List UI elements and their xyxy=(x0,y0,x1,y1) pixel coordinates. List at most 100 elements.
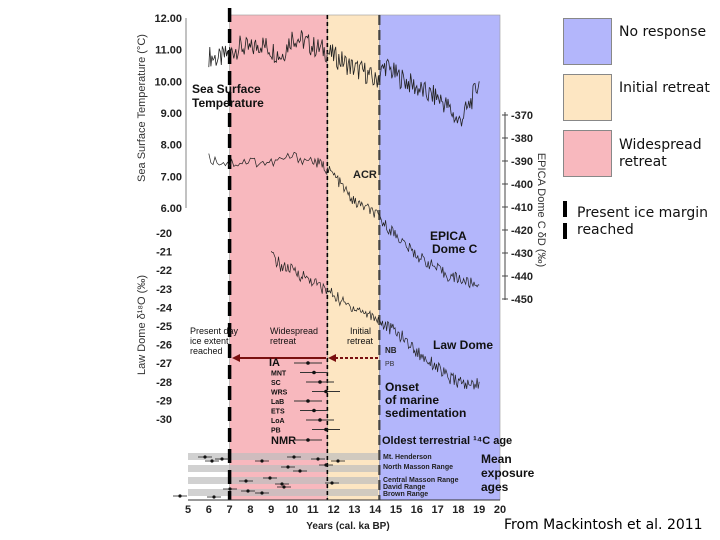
x-tick-8: 13 xyxy=(348,504,360,516)
annot-present-day-2: ice extent xyxy=(190,336,229,346)
annot-widespread-2: retreat xyxy=(270,336,297,346)
exposure-point-12 xyxy=(280,482,284,486)
annot-initial-1: Initial xyxy=(350,326,371,336)
legend-swatch-no-response xyxy=(563,18,612,65)
annot-acr: ACR xyxy=(353,169,377,181)
exposure-point-15 xyxy=(260,491,264,495)
x-tick-1: 6 xyxy=(206,504,212,516)
exposure-site-4: Brown Range xyxy=(383,491,428,498)
annot-mean-1: Mean xyxy=(481,452,512,466)
exposure-site-3: David Range xyxy=(383,484,426,491)
age-point-4 xyxy=(306,399,310,403)
lawdome-tick-7: -27 xyxy=(156,358,172,370)
x-axis-label: Years (cal. ka BP) xyxy=(306,521,389,532)
x-tick-15: 20 xyxy=(494,504,506,516)
lawdome-tick-0: -20 xyxy=(156,228,172,240)
x-tick-0: 5 xyxy=(185,504,191,516)
x-tick-2: 7 xyxy=(227,504,233,516)
epica-tick-1: -380 xyxy=(511,133,533,145)
epica-tick-3: -400 xyxy=(511,179,533,191)
x-tick-11: 16 xyxy=(411,504,423,516)
lawdome-tick-3: -23 xyxy=(156,284,172,296)
annot-epica-line1: EPICA xyxy=(430,229,467,243)
age-point-8 xyxy=(306,438,310,442)
age-band-2 xyxy=(188,477,378,484)
exposure-site-2: Central Masson Range xyxy=(383,477,459,484)
series-line-0 xyxy=(208,30,480,127)
lawdome-tick-2: -22 xyxy=(156,265,172,277)
annot-sst-line1: Sea Surface xyxy=(192,82,261,96)
age-point-5 xyxy=(312,408,316,413)
annot-lawdome: Law Dome xyxy=(433,338,493,352)
age-point-6 xyxy=(318,418,322,422)
epica-axis-label: EPICA Dome C δD (‰) xyxy=(535,153,547,267)
exposure-point-16 xyxy=(282,485,286,489)
legend-swatch-present-ice-2 xyxy=(563,223,567,239)
sst-axis-label: Sea Surface Temperature (°C) xyxy=(136,34,148,182)
x-tick-12: 17 xyxy=(431,504,443,516)
annot-epica-line2: Dome C xyxy=(432,242,478,256)
epica-tick-7: -440 xyxy=(511,271,533,283)
lawdome-tick-5: -25 xyxy=(156,321,172,333)
epica-tick-4: -410 xyxy=(511,202,533,214)
site-label-3: WRS xyxy=(271,390,288,397)
age-band-1 xyxy=(188,465,378,472)
exposure-point-14 xyxy=(246,489,250,493)
annot-onset-1: Onset xyxy=(385,380,419,394)
epica-tick-0: -370 xyxy=(511,110,533,122)
legend-label-no-response: No response xyxy=(619,24,707,40)
legend-label-initial-retreat: Initial retreat xyxy=(619,80,710,96)
annot-nb: NB xyxy=(385,346,397,355)
exposure-point-6 xyxy=(336,459,340,463)
x-tick-6: 11 xyxy=(307,504,319,516)
exposure-site-0: Mt. Henderson xyxy=(383,454,432,461)
annot-present-day-1: Present day xyxy=(190,326,239,336)
age-point-1 xyxy=(312,370,316,375)
x-tick-10: 15 xyxy=(390,504,402,516)
exposure-point-3 xyxy=(260,459,264,463)
age-band-0 xyxy=(188,453,378,460)
sst-tick-0: 12.00 xyxy=(154,13,182,25)
lawdome-tick-6: -26 xyxy=(156,340,172,352)
x-tick-4: 9 xyxy=(268,504,274,516)
age-point-0 xyxy=(306,361,310,365)
annot-pb: PB xyxy=(385,361,395,368)
annot-mean-2: exposure xyxy=(481,466,535,480)
x-tick-9: 14 xyxy=(369,504,382,516)
series-line-2 xyxy=(270,250,480,390)
annot-mean-3: ages xyxy=(481,480,509,494)
age-point-3 xyxy=(324,389,328,394)
x-tick-5: 10 xyxy=(286,504,298,516)
sst-tick-2: 10.00 xyxy=(154,76,182,88)
legend-label-widespread-retreat: Widespread retreat xyxy=(619,137,702,170)
exposure-point-18 xyxy=(212,495,216,499)
epica-tick-6: -430 xyxy=(511,248,533,260)
credit-text: From Mackintosh et al. 2011 xyxy=(504,517,703,533)
site-label-0: IA xyxy=(269,357,280,369)
epica-tick-8: -450 xyxy=(511,294,533,306)
exposure-point-13 xyxy=(228,487,232,491)
annot-widespread-1: Widespread xyxy=(270,326,318,336)
lawdome-tick-8: -28 xyxy=(156,377,172,389)
exposure-point-7 xyxy=(286,465,290,469)
exposure-site-1: North Masson Range xyxy=(383,464,453,471)
x-tick-3: 8 xyxy=(247,504,253,516)
lawdome-tick-4: -24 xyxy=(156,302,173,314)
annot-oldest: Oldest terrestrial ¹⁴C age xyxy=(382,435,512,447)
legend-swatch-widespread-retreat xyxy=(563,130,612,177)
shaded-period-2 xyxy=(379,14,501,501)
site-label-4: LaB xyxy=(271,399,284,406)
annot-present-day-3: reached xyxy=(190,346,223,356)
site-label-5: ETS xyxy=(271,409,285,416)
lawdome-tick-9: -29 xyxy=(156,395,172,407)
exposure-point-9 xyxy=(324,463,328,467)
x-tick-7: 12 xyxy=(327,504,339,516)
annot-onset-2: of marine xyxy=(385,393,439,407)
site-label-7: PB xyxy=(271,428,281,435)
sst-tick-3: 9.00 xyxy=(161,108,182,120)
exposure-point-1 xyxy=(210,459,214,463)
sst-tick-5: 7.00 xyxy=(161,171,182,183)
site-label-8: NMR xyxy=(271,435,296,447)
sst-tick-1: 11.00 xyxy=(155,45,182,57)
